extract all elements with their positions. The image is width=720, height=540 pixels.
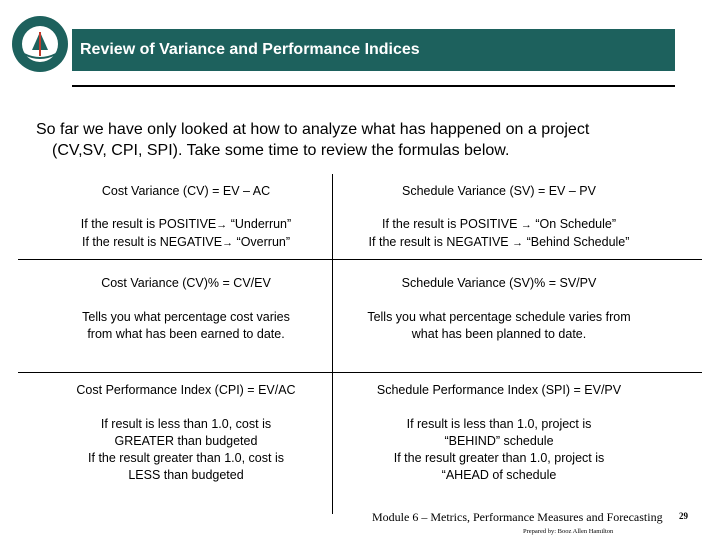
sv-percent-formula: Schedule Variance (SV)% = SV/PV — [401, 276, 597, 290]
spi-formula: Schedule Performance Index (SPI) = EV/PV — [376, 383, 622, 397]
sv-negative-result: “Behind Schedule” — [523, 235, 630, 249]
cv-formula: Cost Variance (CV) = EV – AC — [101, 184, 271, 198]
grid-divider-2 — [18, 372, 702, 373]
page-number: 29 — [679, 511, 688, 521]
sv-percent-description: Tells you what percentage schedule varie… — [336, 309, 662, 343]
arrow-right-icon: → — [512, 237, 524, 249]
cv-percent-desc-line-1: Tells you what percentage cost varies — [82, 310, 290, 324]
page-title: Review of Variance and Performance Indic… — [80, 41, 420, 58]
grid-vertical-divider — [332, 174, 333, 514]
booz-allen-logo — [12, 16, 68, 72]
cv-negative-text: If the result is NEGATIVE — [81, 235, 223, 249]
sv-negative-text: If the result is NEGATIVE — [368, 235, 513, 249]
spi-desc-line-1: If result is less than 1.0, project is — [406, 417, 592, 431]
footer-module: Module 6 – Metrics, Performance Measures… — [372, 510, 663, 524]
sv-percent-desc-line-2: what has been planned to date. — [411, 327, 587, 341]
cpi-description: If result is less than 1.0, cost is GREA… — [40, 416, 332, 484]
cv-percent-formula: Cost Variance (CV)% = CV/EV — [101, 276, 271, 290]
cpi-formula: Cost Performance Index (CPI) = EV/AC — [76, 383, 296, 397]
prepared-by: Prepared by: Booz Allen Hamilton — [523, 528, 614, 535]
intro-text: So far we have only looked at how to ana… — [36, 119, 686, 161]
cv-interpretation: If the result is POSITIVE→ “Underrun” If… — [40, 216, 332, 252]
intro-line-1: So far we have only looked at how to ana… — [36, 121, 590, 138]
intro-line-2: (CV,SV, CPI, SPI). Take some time to rev… — [52, 142, 510, 159]
grid-divider-1 — [18, 259, 702, 260]
cv-positive-text: If the result is POSITIVE — [80, 217, 217, 231]
cpi-desc-line-2: GREATER than budgeted — [114, 434, 258, 448]
cv-positive-result: “Underrun” — [227, 217, 292, 231]
sv-positive-text: If the result is POSITIVE — [381, 217, 521, 231]
cpi-desc-line-1: If result is less than 1.0, cost is — [100, 417, 272, 431]
cv-negative-result: “Overrun” — [233, 235, 291, 249]
spi-description: If result is less than 1.0, project is “… — [336, 416, 662, 484]
arrow-right-icon: → — [216, 219, 228, 231]
arrow-right-icon: → — [222, 237, 234, 249]
sv-interpretation: If the result is POSITIVE → “On Schedule… — [336, 216, 662, 252]
cpi-desc-line-4: LESS than budgeted — [128, 468, 244, 482]
title-divider — [72, 85, 675, 87]
sv-percent-desc-line-1: Tells you what percentage schedule varie… — [367, 310, 631, 324]
spi-desc-line-3: If the result greater than 1.0, project … — [393, 451, 605, 465]
spi-desc-line-4: “AHEAD of schedule — [441, 468, 557, 482]
sv-formula: Schedule Variance (SV) = EV – PV — [402, 184, 596, 198]
sv-positive-result: “On Schedule” — [531, 217, 616, 231]
cv-percent-description: Tells you what percentage cost varies fr… — [40, 309, 332, 343]
cpi-desc-line-3: If the result greater than 1.0, cost is — [88, 451, 284, 465]
title-bar: Review of Variance and Performance Indic… — [72, 29, 675, 71]
cv-percent-desc-line-2: from what has been earned to date. — [87, 327, 285, 341]
spi-desc-line-2: “BEHIND” schedule — [444, 434, 554, 448]
arrow-right-icon: → — [520, 219, 532, 231]
